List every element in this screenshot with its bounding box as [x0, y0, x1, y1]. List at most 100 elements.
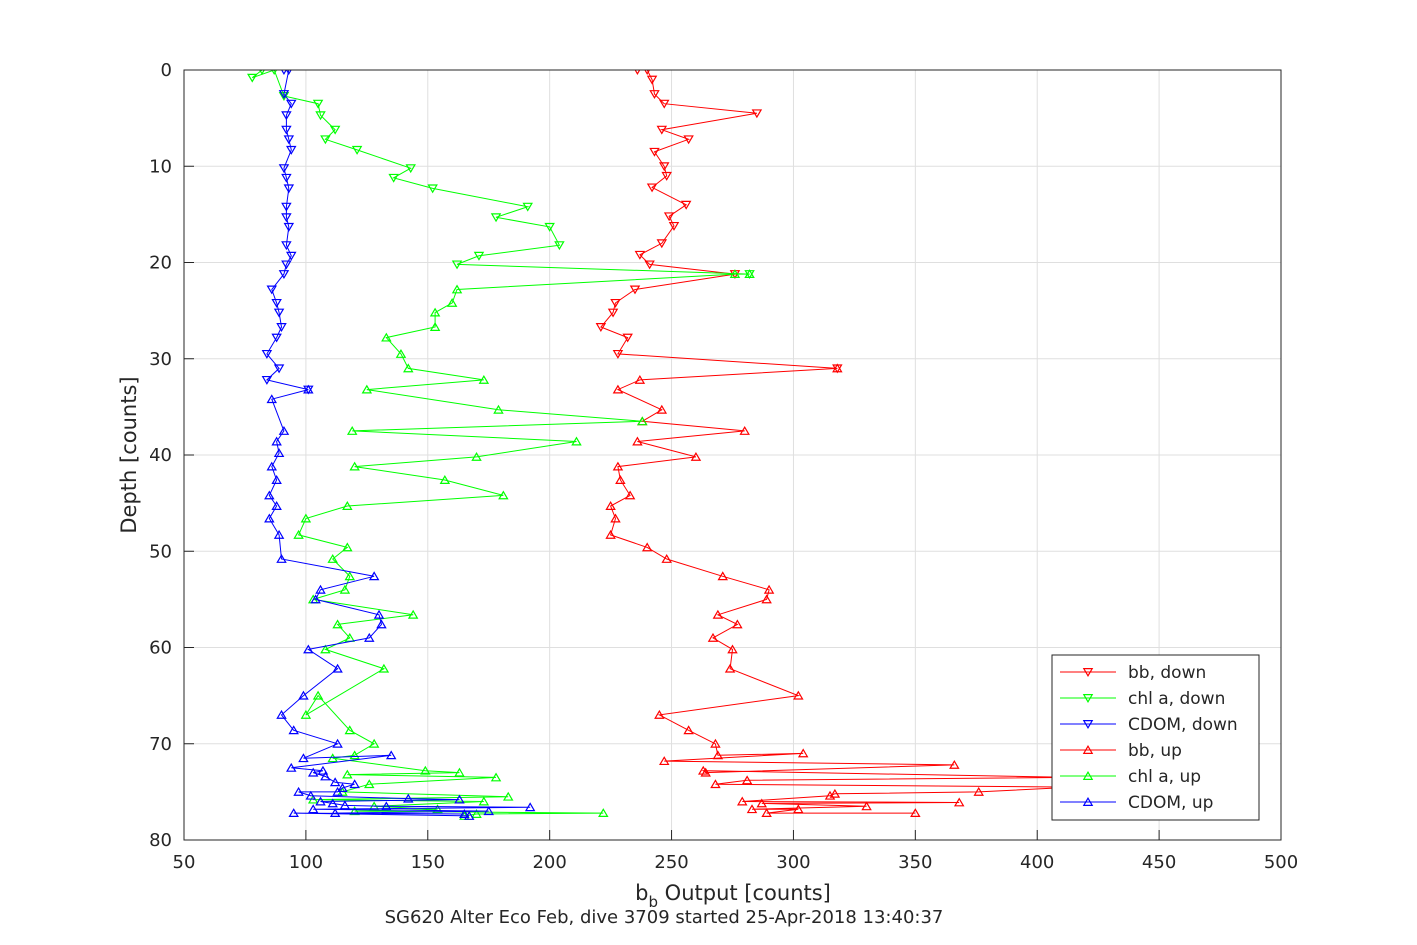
data-point [339, 800, 351, 810]
data-point [595, 323, 607, 332]
data-point [381, 801, 392, 811]
data-point [276, 553, 287, 563]
y-tick-label: 60 [149, 638, 172, 659]
data-point [385, 750, 397, 760]
data-point [403, 363, 414, 373]
data-point [661, 171, 672, 181]
data-point [732, 619, 743, 629]
data-point [490, 772, 502, 782]
data-point [293, 529, 304, 539]
data-point [478, 374, 490, 384]
data-point [281, 241, 292, 251]
data-point [658, 99, 670, 109]
data-point [420, 765, 431, 775]
data-point [712, 750, 724, 760]
data-point [298, 690, 309, 700]
data-point [403, 793, 414, 803]
data-point [307, 767, 319, 777]
data-point [312, 99, 324, 109]
y-axis-label: Depth [counts] [117, 376, 141, 533]
series-layer [247, 70, 1080, 820]
data-point [300, 709, 312, 719]
data-point [332, 738, 343, 748]
data-point [312, 690, 324, 700]
data-point [761, 594, 772, 604]
x-tick-label: 400 [1020, 852, 1054, 873]
data-point [493, 404, 504, 414]
data-point [271, 475, 282, 484]
data-point [407, 609, 419, 619]
data-point [264, 513, 275, 523]
data-point [746, 804, 758, 814]
data-point [273, 308, 285, 318]
y-tick-label: 30 [149, 349, 172, 370]
data-point [271, 298, 282, 308]
data-point [273, 448, 285, 458]
legend-label: chl a, down [1128, 689, 1225, 709]
data-point [793, 690, 804, 700]
data-point [712, 609, 724, 619]
series-line [268, 389, 531, 817]
legend-label: bb, down [1128, 663, 1206, 683]
data-point [286, 251, 297, 261]
x-axis-label-main: b [635, 881, 648, 905]
data-point [288, 808, 299, 818]
data-point [624, 490, 636, 500]
data-point [327, 553, 338, 563]
data-point [727, 644, 738, 654]
y-tick-label: 20 [149, 253, 172, 274]
data-point [327, 798, 338, 808]
data-point [973, 786, 984, 796]
legend-entry: CDOM, down [1060, 715, 1238, 735]
data-point [571, 436, 582, 446]
data-point [615, 475, 626, 484]
data-point [658, 162, 670, 172]
data-point [607, 308, 619, 318]
data-point [605, 529, 616, 539]
x-tick-label: 100 [289, 852, 323, 873]
legend-marker [1082, 720, 1094, 729]
data-point [276, 709, 287, 719]
series-3 [605, 363, 1080, 818]
data-point [278, 270, 290, 280]
data-point [315, 796, 326, 806]
legend-label: CDOM, up [1128, 793, 1213, 813]
data-point [300, 513, 312, 523]
data-point [473, 251, 485, 261]
data-point [644, 260, 655, 270]
y-tick-label: 80 [149, 830, 172, 851]
data-point [342, 542, 353, 552]
data-point [273, 529, 285, 539]
data-point [264, 490, 275, 500]
x-axis-label-sub: b [648, 893, 658, 911]
data-point [320, 771, 331, 781]
data-point [717, 571, 728, 581]
data-point [632, 436, 643, 446]
data-point [610, 298, 621, 308]
data-point [364, 779, 375, 789]
x-tick-label: 250 [654, 852, 688, 873]
data-point [305, 790, 317, 800]
data-point [281, 202, 292, 212]
data-point [668, 221, 680, 231]
data-point [395, 348, 407, 358]
data-point [629, 285, 641, 295]
data-point [832, 363, 843, 373]
data-point [861, 801, 872, 811]
data-point [364, 632, 375, 642]
data-point [320, 135, 331, 145]
data-point [761, 808, 772, 818]
data-point [471, 451, 482, 461]
data-point [266, 461, 278, 471]
data-point [471, 809, 482, 818]
data-point [478, 796, 490, 806]
x-tick-label: 500 [1264, 852, 1298, 873]
data-point [522, 202, 533, 212]
data-point [751, 109, 763, 119]
data-point [649, 90, 660, 100]
data-point [344, 571, 356, 581]
data-point [554, 241, 565, 251]
x-tick-label: 350 [898, 852, 932, 873]
data-point [349, 750, 360, 760]
y-tick-label: 40 [149, 445, 172, 466]
